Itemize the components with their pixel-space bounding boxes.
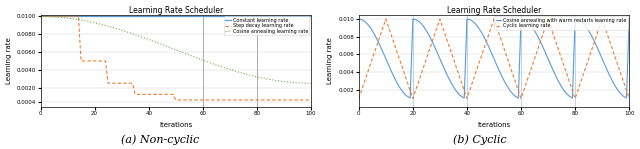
Cosine annealing with warm restarts learning rate <box>547 64 555 66</box>
Step decay learning rate <box>56 15 63 17</box>
Step decay learning rate <box>228 99 236 101</box>
Constant learning rate <box>199 15 207 17</box>
Cosine annealing learning rate <box>161 45 169 46</box>
Text: (b) Cyclic: (b) Cyclic <box>453 135 507 145</box>
Cosine annealing learning rate <box>226 69 234 70</box>
Cyclic learning rate <box>520 90 527 91</box>
Cyclic learning rate <box>382 18 390 20</box>
Constant learning rate <box>239 15 247 17</box>
Step decay learning rate <box>172 99 180 101</box>
Legend: Constant learning rate, Step decay learning rate, Cosine annealing learning rate: Constant learning rate, Step decay learn… <box>224 16 310 35</box>
Cyclic learning rate <box>425 50 433 52</box>
Cosine annealing with warm restarts learning rate <box>520 19 527 20</box>
Constant learning rate <box>307 15 315 17</box>
Constant learning rate <box>104 15 112 17</box>
Cyclic learning rate <box>482 42 490 44</box>
Cosine annealing with warm restarts learning rate <box>374 40 381 42</box>
Line: Cyclic learning rate: Cyclic learning rate <box>359 19 629 98</box>
Cosine annealing learning rate <box>199 59 207 61</box>
Cyclic learning rate <box>547 26 555 28</box>
Cosine annealing learning rate <box>307 82 315 84</box>
Step decay learning rate <box>307 99 315 101</box>
Cosine annealing with warm restarts learning rate <box>561 90 568 92</box>
Cyclic learning rate <box>355 98 363 99</box>
Constant learning rate <box>36 15 44 17</box>
Legend: Cosine annealing with warm restarts learning rate, Cyclic learning rate: Cosine annealing with warm restarts lear… <box>494 16 628 30</box>
Step decay learning rate <box>242 99 250 101</box>
Cosine annealing with warm restarts learning rate <box>482 40 490 42</box>
Step decay learning rate <box>36 15 44 17</box>
Cosine annealing learning rate <box>56 16 63 18</box>
Cyclic learning rate <box>625 98 633 99</box>
Constant learning rate <box>56 15 63 17</box>
Line: Cosine annealing with warm restarts learning rate: Cosine annealing with warm restarts lear… <box>359 19 629 98</box>
X-axis label: Iterations: Iterations <box>159 122 193 128</box>
Y-axis label: Learning rate: Learning rate <box>6 38 12 84</box>
Line: Cosine annealing learning rate: Cosine annealing learning rate <box>40 16 311 83</box>
Title: Learning Rate Scheduler: Learning Rate Scheduler <box>129 6 223 15</box>
Step decay learning rate <box>202 99 209 101</box>
Constant learning rate <box>226 15 234 17</box>
Cosine annealing with warm restarts learning rate <box>625 18 633 20</box>
Y-axis label: Learning rate: Learning rate <box>327 38 333 84</box>
Cosine annealing learning rate <box>104 25 112 27</box>
Cosine annealing with warm restarts learning rate <box>355 18 363 20</box>
Cosine annealing with warm restarts learning rate <box>406 97 414 99</box>
Cyclic learning rate <box>561 66 568 68</box>
Cosine annealing learning rate <box>239 73 247 74</box>
Cyclic learning rate <box>374 42 381 44</box>
Cosine annealing with warm restarts learning rate <box>425 35 433 36</box>
Text: (a) Non-cyclic: (a) Non-cyclic <box>121 135 199 145</box>
Title: Learning Rate Scheduler: Learning Rate Scheduler <box>447 6 541 15</box>
Cosine annealing learning rate <box>36 15 44 17</box>
Line: Step decay learning rate: Step decay learning rate <box>40 16 311 100</box>
Constant learning rate <box>161 15 169 17</box>
Step decay learning rate <box>161 93 169 95</box>
Step decay learning rate <box>104 82 112 84</box>
X-axis label: Iterations: Iterations <box>477 122 511 128</box>
